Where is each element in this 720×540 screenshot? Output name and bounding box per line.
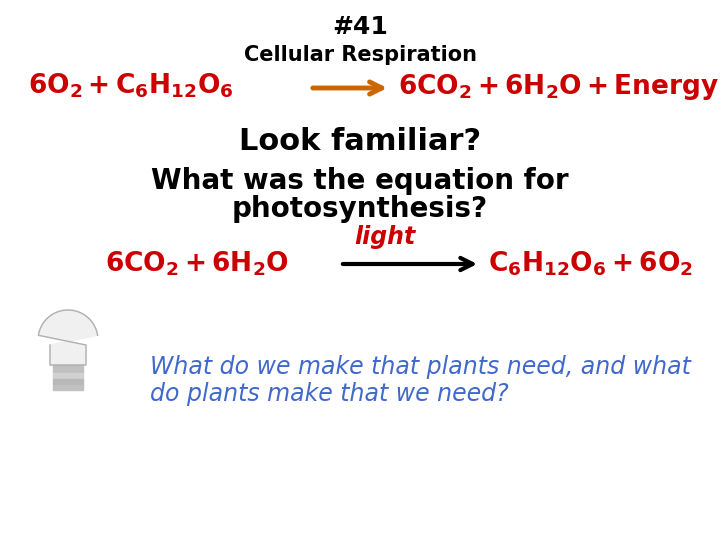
Polygon shape <box>38 310 98 365</box>
Text: Look familiar?: Look familiar? <box>239 127 481 156</box>
Text: $\mathbf{C_6H_{12}O_6 + 6O_2}$: $\mathbf{C_6H_{12}O_6 + 6O_2}$ <box>488 249 693 278</box>
Text: #41: #41 <box>332 15 388 39</box>
Text: $\mathbf{6CO_2 + 6H_2O}$: $\mathbf{6CO_2 + 6H_2O}$ <box>105 249 289 278</box>
Text: Cellular Respiration: Cellular Respiration <box>243 45 477 65</box>
Bar <box>53 373 83 379</box>
Text: photosynthesis?: photosynthesis? <box>232 195 488 223</box>
Bar <box>53 379 83 385</box>
Text: do plants make that we need?: do plants make that we need? <box>150 382 508 406</box>
Bar <box>53 365 83 373</box>
Text: What do we make that plants need, and what: What do we make that plants need, and wh… <box>150 355 691 379</box>
Bar <box>53 385 83 390</box>
Text: light: light <box>354 225 415 249</box>
Text: What was the equation for: What was the equation for <box>151 167 569 195</box>
Text: $\mathbf{6O_2 + C_6H_{12}O_6}$: $\mathbf{6O_2 + C_6H_{12}O_6}$ <box>28 72 233 100</box>
Text: $\mathbf{6CO_2 + 6H_2O + Energy}$: $\mathbf{6CO_2 + 6H_2O + Energy}$ <box>398 72 719 102</box>
